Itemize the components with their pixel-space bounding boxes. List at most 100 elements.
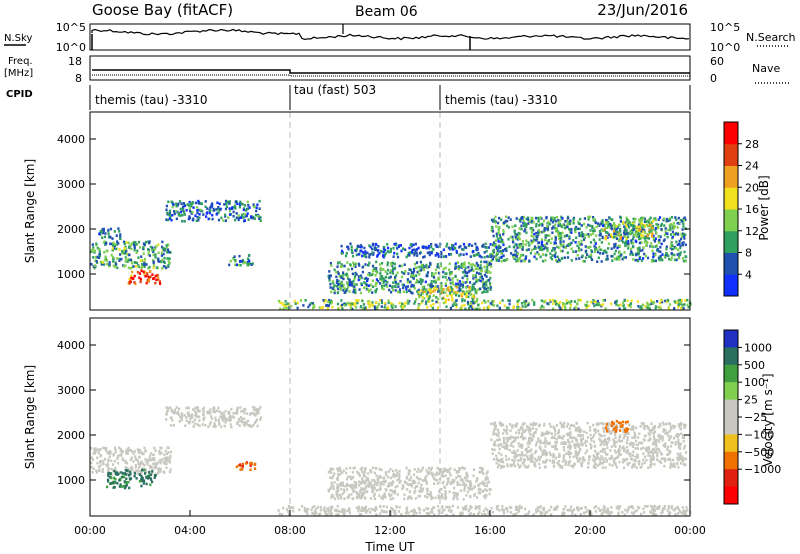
heatmap-cell	[138, 455, 141, 459]
heatmap-cell	[311, 302, 315, 305]
heatmap-cell	[647, 427, 650, 430]
heatmap-cell	[658, 440, 661, 443]
heatmap-cell	[650, 260, 654, 263]
heatmap-cell	[633, 224, 636, 228]
heatmap-cell	[383, 254, 386, 257]
heatmap-cell	[489, 253, 492, 256]
heatmap-cell	[469, 269, 472, 272]
heatmap-cell	[584, 451, 587, 455]
heatmap-cell	[242, 422, 245, 426]
heatmap-cell	[509, 235, 512, 239]
heatmap-cell	[371, 251, 374, 254]
heatmap-cell	[392, 490, 395, 493]
heatmap-cell	[453, 479, 456, 482]
heatmap-cell	[552, 225, 555, 229]
heatmap-cell	[685, 255, 688, 259]
heatmap-cell	[631, 436, 634, 439]
heatmap-cell	[456, 261, 459, 264]
heatmap-cell	[656, 300, 659, 303]
heatmap-cell	[672, 424, 675, 428]
heatmap-cell	[117, 242, 120, 245]
heatmap-cell	[481, 285, 485, 288]
heatmap-cell	[100, 263, 103, 266]
heatmap-cell	[580, 439, 583, 442]
heatmap-cell	[401, 306, 404, 309]
heatmap-cell	[202, 410, 205, 413]
heatmap-cell	[120, 453, 123, 456]
heatmap-cell	[603, 224, 606, 227]
heatmap-cell	[344, 273, 348, 276]
heatmap-cell	[650, 229, 653, 232]
heatmap-cell	[118, 471, 121, 474]
heatmap-cell	[570, 300, 573, 303]
heatmap-cell	[576, 227, 580, 231]
heatmap-cell	[129, 280, 132, 284]
heatmap-cell	[135, 261, 138, 265]
heatmap-cell	[626, 463, 630, 466]
heatmap-cell	[129, 267, 132, 270]
heatmap-cell	[189, 202, 192, 205]
heatmap-cell	[615, 303, 618, 306]
heatmap-cell	[458, 287, 461, 290]
heatmap-cell	[454, 267, 457, 270]
heatmap-cell	[355, 492, 359, 495]
heatmap-cell	[204, 200, 207, 203]
heatmap-cell	[99, 459, 102, 463]
heatmap-cell	[121, 457, 124, 460]
heatmap-cell	[408, 280, 412, 284]
heatmap-cell	[588, 455, 592, 458]
velocity-heatmap-cells	[90, 405, 692, 517]
heatmap-cell	[258, 408, 261, 411]
heatmap-cell	[111, 255, 114, 259]
heatmap-cell	[308, 303, 311, 307]
heatmap-cell	[570, 241, 573, 245]
heatmap-cell	[669, 245, 672, 249]
heatmap-cell	[518, 243, 521, 246]
heatmap-cell	[115, 234, 118, 237]
heatmap-cell	[382, 254, 385, 258]
heatmap-cell	[633, 463, 636, 466]
heatmap-cell	[661, 437, 664, 440]
heatmap-cell	[554, 251, 557, 255]
heatmap-cell	[128, 474, 131, 477]
heatmap-cell	[590, 444, 593, 448]
heatmap-cell	[398, 477, 401, 481]
heatmap-cell	[520, 224, 523, 228]
heatmap-cell	[232, 411, 235, 415]
heatmap-cell	[220, 412, 223, 416]
heatmap-cell	[603, 299, 606, 302]
heatmap-cell	[116, 457, 119, 461]
heatmap-cell	[580, 248, 583, 252]
heatmap-cell	[551, 445, 554, 448]
heatmap-cell	[670, 252, 673, 256]
heatmap-cell	[632, 237, 635, 241]
heatmap-cell	[466, 490, 470, 494]
heatmap-cell	[417, 290, 420, 294]
heatmap-cell	[521, 423, 524, 427]
heatmap-cell	[661, 253, 664, 256]
heatmap-cell	[574, 444, 577, 448]
heatmap-cell	[682, 423, 686, 426]
heatmap-cell	[467, 270, 471, 273]
heatmap-cell	[622, 426, 625, 429]
heatmap-cell	[567, 444, 570, 448]
heatmap-cell	[618, 230, 622, 233]
heatmap-cell	[554, 430, 557, 433]
heatmap-cell	[410, 243, 413, 246]
heatmap-cell	[657, 249, 660, 253]
heatmap-cell	[556, 255, 559, 259]
heatmap-cell	[136, 249, 139, 253]
heatmap-cell	[513, 464, 516, 468]
heatmap-cell	[224, 215, 227, 218]
heatmap-cell	[679, 456, 682, 460]
heatmap-cell	[510, 252, 513, 255]
heatmap-cell	[598, 463, 601, 466]
heatmap-cell	[527, 218, 530, 221]
heatmap-cell	[478, 254, 482, 258]
heatmap-cell	[605, 218, 608, 222]
heatmap-cell	[120, 475, 123, 479]
heatmap-cell	[650, 422, 653, 425]
heatmap-cell	[192, 206, 195, 209]
heatmap-cell	[409, 291, 412, 294]
heatmap-cell	[307, 305, 310, 309]
